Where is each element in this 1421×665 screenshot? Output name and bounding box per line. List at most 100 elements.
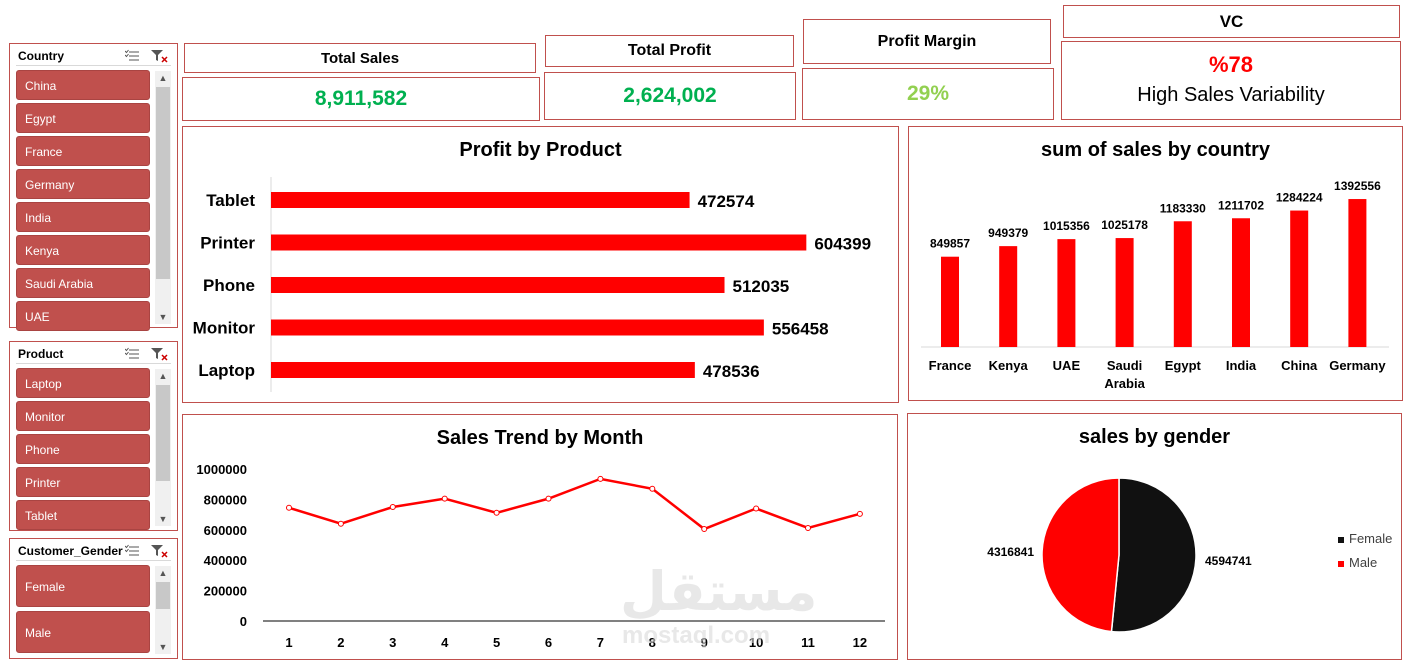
scroll-up-arrow-icon[interactable]: ▲ <box>158 568 168 578</box>
category-label: Kenya <box>989 358 1029 373</box>
scroll-down-arrow-icon[interactable]: ▼ <box>158 514 168 524</box>
category-label: Germany <box>1329 358 1386 373</box>
sales-trend-chart: Sales Trend by Month 0 200000 400000 600000… <box>182 414 898 660</box>
data-label: 1392556 <box>1334 179 1381 193</box>
slicer-item-saudi-arabia[interactable]: Saudi Arabia <box>16 268 150 298</box>
sales-by-country-chart: sum of sales by country 849857 France 9493… <box>908 126 1403 401</box>
scroll-thumb[interactable] <box>156 385 170 481</box>
clear-filter-icon <box>151 545 168 558</box>
vc-card: %78 High Sales Variability <box>1061 41 1401 120</box>
slicer-item-india[interactable]: India <box>16 202 150 232</box>
country-slicer-header: Country <box>16 46 171 66</box>
multi-select-icon[interactable] <box>125 49 169 63</box>
slicer-item-monitor[interactable]: Monitor <box>16 401 150 431</box>
data-label: 478536 <box>703 362 760 381</box>
slicer-item-laptop[interactable]: Laptop <box>16 368 150 398</box>
gender-slicer-title: Customer_Gender <box>18 544 123 558</box>
x-tick-label: 2 <box>337 635 344 650</box>
multi-select-icon[interactable] <box>125 347 169 361</box>
product-slicer: Product Laptop Monitor Phone Printer Tablet … <box>9 341 178 531</box>
country-slicer: Country China Egypt France Germany India Keny… <box>9 43 178 331</box>
slicer-item-female[interactable]: Female <box>16 565 150 607</box>
country-bar <box>1173 221 1192 347</box>
line-point <box>493 509 500 516</box>
legend-swatch <box>1338 537 1344 543</box>
slicer-item-germany[interactable]: Germany <box>16 169 150 199</box>
category-label: Phone <box>203 276 255 295</box>
product-slicer-title: Product <box>18 347 64 361</box>
total-profit-value: 2,624,002 <box>544 72 796 120</box>
category-label: UAE <box>1053 358 1081 373</box>
watermark-latin: mostaql.com <box>622 622 771 649</box>
country-scrollbar[interactable]: ▲ ▼ <box>155 71 171 324</box>
product-scrollbar[interactable]: ▲ ▼ <box>155 369 171 526</box>
y-tick-label: 200000 <box>204 584 247 599</box>
line-point <box>701 526 708 533</box>
slicer-item-france[interactable]: France <box>16 136 150 166</box>
category-label: India <box>1226 358 1257 373</box>
data-label: 512035 <box>733 277 790 296</box>
total-sales-value: 8,911,582 <box>182 77 540 121</box>
line-point <box>337 520 344 527</box>
scroll-down-arrow-icon[interactable]: ▼ <box>158 642 168 652</box>
slicer-item-kenya[interactable]: Kenya <box>16 235 150 265</box>
vc-label: VC <box>1063 5 1400 38</box>
data-label: 949379 <box>988 226 1028 240</box>
x-tick-label: 12 <box>853 635 867 650</box>
chart-title: Profit by Product <box>459 139 622 161</box>
line-point <box>545 495 552 502</box>
category-label: Egypt <box>1165 358 1202 373</box>
slicer-item-china[interactable]: China <box>16 70 150 100</box>
line-point <box>856 510 863 517</box>
y-tick-label: 400000 <box>204 553 247 568</box>
y-tick-label: 800000 <box>204 492 247 507</box>
x-tick-label: 3 <box>389 635 396 650</box>
vc-note: High Sales Variability <box>1137 84 1325 106</box>
data-label: 1211702 <box>1218 198 1264 212</box>
gender-scrollbar[interactable]: ▲ ▼ <box>155 566 171 654</box>
data-label: 1015356 <box>1043 219 1090 233</box>
legend-swatch <box>1338 561 1344 567</box>
slicer-item-egypt[interactable]: Egypt <box>16 103 150 133</box>
watermark-arabic: مستقل <box>620 560 818 623</box>
scroll-thumb[interactable] <box>156 582 170 609</box>
gender-slicer: Customer_Gender Female Male ▲ ▼ <box>9 538 178 659</box>
slicer-item-printer[interactable]: Printer <box>16 467 150 497</box>
line-point <box>649 485 656 492</box>
y-tick-label: 600000 <box>204 523 247 538</box>
data-label: 4594741 <box>1205 554 1252 568</box>
profit-by-product-chart: Profit by Product Tablet 472574 Printer 604… <box>182 126 899 403</box>
scroll-down-arrow-icon[interactable]: ▼ <box>158 312 168 322</box>
scroll-up-arrow-icon[interactable]: ▲ <box>158 73 168 83</box>
slicer-item-male[interactable]: Male <box>16 611 150 653</box>
country-bar <box>1115 238 1134 347</box>
x-tick-label: 6 <box>545 635 552 650</box>
scroll-thumb[interactable] <box>156 87 170 279</box>
x-tick-label: 9 <box>701 635 708 650</box>
data-label: 604399 <box>814 235 871 254</box>
country-bar <box>941 256 959 347</box>
gender-pie: 4594741 4316841 Female Male <box>987 477 1392 633</box>
total-profit-label: Total Profit <box>545 35 794 67</box>
line-point <box>805 524 811 531</box>
x-tick-label: 8 <box>649 635 656 650</box>
vc-value: %78 <box>1208 52 1254 77</box>
profit-bar <box>271 234 807 251</box>
country-slicer-title: Country <box>18 49 64 63</box>
profit-bar <box>271 192 690 208</box>
chart-title: sales by gender <box>1078 426 1231 448</box>
slicer-item-uae[interactable]: UAE <box>16 301 150 331</box>
slicer-item-phone[interactable]: Phone <box>16 434 150 464</box>
multi-select-icon[interactable] <box>125 544 169 558</box>
country-bar <box>999 246 1018 347</box>
data-label: 849857 <box>930 237 970 251</box>
line-point <box>286 504 292 511</box>
pie-slice-male <box>1041 477 1120 633</box>
slicer-item-tablet[interactable]: Tablet <box>16 500 150 530</box>
country-bar <box>1348 199 1367 347</box>
scroll-up-arrow-icon[interactable]: ▲ <box>158 371 168 381</box>
country-bars: 849857 France 949379 Kenya 1015356 UAE 1025178… <box>921 179 1389 391</box>
y-tick-label: 1000000 <box>196 462 247 477</box>
x-tick-label: 1 <box>285 635 292 650</box>
